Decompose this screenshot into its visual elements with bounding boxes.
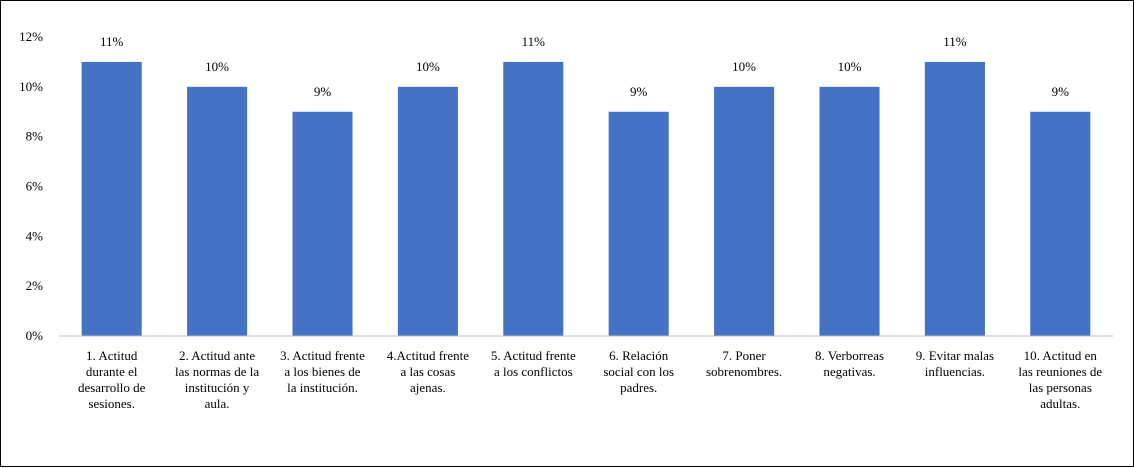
category-label-line: adultas. [1040, 396, 1080, 411]
category-label-line: sobrenombres. [706, 364, 782, 379]
y-axis-tick-labels: 0% 2% 4% 6% 8% 10% 12% [19, 29, 43, 343]
category-label-line: influencias. [925, 364, 985, 379]
category-label: 3. Actitud frente a los bienes de la insti… [280, 348, 365, 395]
category-label: 1. Actitud durante el desarrollo de sesione… [78, 348, 146, 411]
category-label-line: a las cosas [400, 364, 455, 379]
category-label-line: 10. Actitud en [1024, 348, 1098, 363]
category-label-line: 6. Relación [609, 348, 669, 363]
category-label: 6. Relación social con los padres. [603, 348, 674, 395]
bar [292, 111, 353, 336]
category-label-line: ajenas. [410, 380, 446, 395]
data-label: 9% [314, 84, 332, 99]
bar [81, 61, 142, 337]
y-tick-label: 4% [26, 228, 44, 243]
category-label-line: 4.Actitud frente [387, 348, 470, 363]
category-labels: 1. Actitud durante el desarrollo de sesione… [78, 348, 1102, 411]
y-tick-label: 12% [19, 29, 43, 44]
category-label: 7. Poner sobrenombres. [706, 348, 782, 379]
data-label: 10% [838, 59, 862, 74]
category-label-line: negativas. [823, 364, 875, 379]
category-label-line: social con los [603, 364, 674, 379]
category-label: 4.Actitud frente a las cosas ajenas. [387, 348, 470, 395]
category-label-line: 8. Verborreas [815, 348, 884, 363]
y-tick-label: 0% [26, 328, 44, 343]
y-tick-label: 6% [26, 179, 44, 194]
category-label-line: las personas [1029, 380, 1092, 395]
category-label: 8. Verborreas negativas. [815, 348, 884, 379]
bar [1030, 111, 1091, 336]
y-tick-label: 2% [26, 278, 44, 293]
y-tick-label: 10% [19, 79, 43, 94]
bar [924, 61, 985, 337]
category-label: 2. Actitud ante las normas de la instituci… [175, 348, 259, 411]
data-label: 11% [943, 34, 967, 49]
bar [819, 86, 880, 336]
category-label-line: a los conflictos [494, 364, 573, 379]
category-label-line: aula. [205, 396, 230, 411]
category-label-line: 3. Actitud frente [280, 348, 365, 363]
category-label-line: durante el [86, 364, 138, 379]
category-label-line: 2. Actitud ante [179, 348, 255, 363]
category-label: 10. Actitud en las reuniones de las person… [1018, 348, 1102, 411]
data-label: 10% [416, 59, 440, 74]
category-label-line: 9. Evitar malas [916, 348, 994, 363]
category-label-line: 1. Actitud [86, 348, 138, 363]
data-label: 11% [522, 34, 546, 49]
category-label-line: sesiones. [88, 396, 135, 411]
bar-series [81, 61, 1091, 337]
bar [608, 111, 669, 336]
bar [714, 86, 775, 336]
data-label: 10% [205, 59, 229, 74]
category-label-line: la institución. [287, 380, 358, 395]
category-label: 5. Actitud frente a los conflictos [491, 348, 576, 379]
bar [397, 86, 458, 336]
category-label-line: las reuniones de [1018, 364, 1102, 379]
category-label-line: institución y [185, 380, 250, 395]
category-label-line: a los bienes de [284, 364, 360, 379]
bar [503, 61, 564, 337]
data-labels: 11% 10% 9% 10% 11% 9% 10% 10% 11% 9% [100, 34, 1069, 99]
category-label: 9. Evitar malas influencias. [916, 348, 994, 379]
y-tick-label: 8% [26, 129, 44, 144]
category-label-line: 7. Poner [722, 348, 766, 363]
data-label: 10% [732, 59, 756, 74]
data-label: 9% [630, 84, 648, 99]
data-label: 11% [100, 34, 124, 49]
data-label: 9% [1052, 84, 1070, 99]
category-label-line: desarrollo de [78, 380, 146, 395]
category-label-line: padres. [620, 380, 657, 395]
category-label-line: las normas de la [175, 364, 259, 379]
category-label-line: 5. Actitud frente [491, 348, 576, 363]
bar [187, 86, 248, 336]
